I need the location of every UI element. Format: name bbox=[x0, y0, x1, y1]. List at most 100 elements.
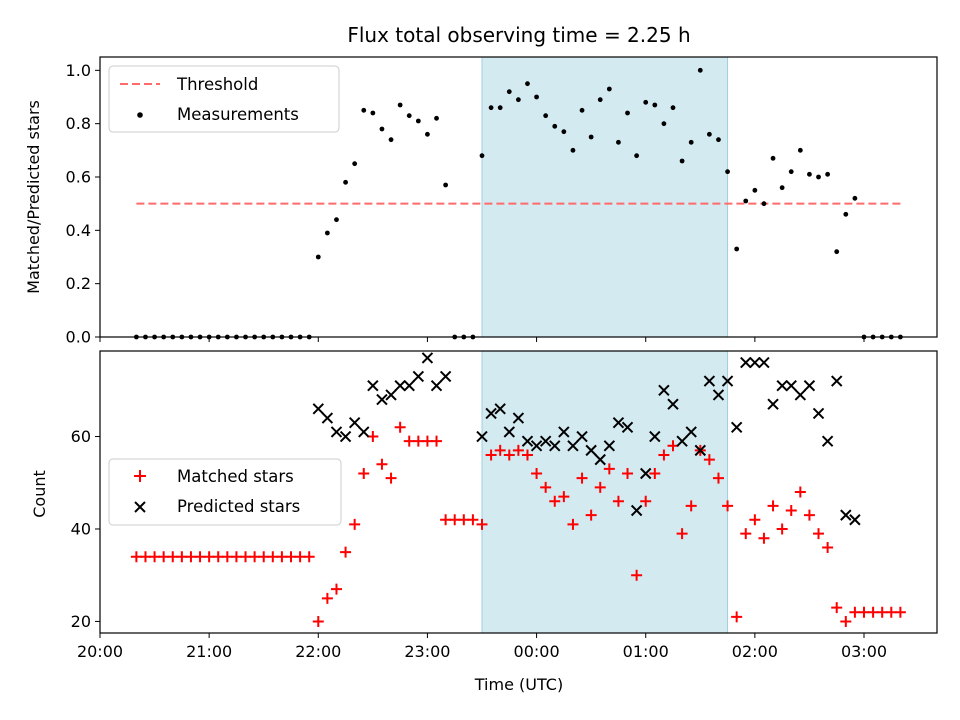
top-y-tick-label: 1.0 bbox=[66, 61, 91, 80]
measurements-point bbox=[779, 185, 785, 191]
measurements-point bbox=[752, 187, 758, 193]
measurements-point bbox=[716, 137, 721, 143]
predicted-stars-point bbox=[721, 375, 734, 387]
measurements-point bbox=[552, 123, 558, 129]
measurements-point bbox=[561, 129, 567, 135]
matched-stars-point bbox=[603, 463, 615, 475]
matched-stars-point bbox=[649, 468, 661, 480]
legend-measurements-marker bbox=[137, 112, 143, 118]
measurements-point bbox=[643, 99, 649, 105]
matched-stars-point bbox=[712, 472, 724, 484]
measurements-point bbox=[670, 105, 676, 111]
predicted-stars-point bbox=[539, 435, 552, 447]
measurements-point bbox=[843, 211, 849, 217]
bottom-x-tick-label: 20:00 bbox=[77, 642, 123, 661]
bottom-x-tick-label: 21:00 bbox=[186, 642, 232, 661]
measurements-point bbox=[352, 161, 358, 167]
matched-stars-point bbox=[612, 495, 624, 507]
matched-stars-point bbox=[758, 532, 770, 544]
matched-stars-point bbox=[321, 592, 333, 604]
measurements-point bbox=[506, 89, 512, 95]
legend-matched-label: Matched stars bbox=[177, 467, 294, 486]
matched-stars-point bbox=[531, 468, 543, 480]
matched-stars-point bbox=[340, 546, 352, 558]
predicted-stars-point bbox=[812, 407, 825, 420]
bottom-x-ticks: 20:00 21:00 22:00 23:00 00:00 01:00 02:00 03:00 bbox=[77, 633, 887, 661]
bottom-y-tick-label: 60 bbox=[71, 427, 91, 446]
top-y-tick-label: 0.6 bbox=[66, 168, 91, 187]
matched-stars-point bbox=[349, 518, 361, 530]
matched-stars-point bbox=[749, 514, 761, 526]
top-y-tick-label: 0.2 bbox=[66, 274, 91, 293]
measurements-point bbox=[324, 230, 330, 236]
matched-stars-point bbox=[476, 518, 488, 530]
legend-predicted-label: Predicted stars bbox=[177, 497, 300, 516]
bottom-legend: Matched stars Predicted stars bbox=[108, 458, 342, 526]
matched-stars-point bbox=[376, 458, 388, 470]
measurements-point bbox=[697, 67, 703, 73]
measurements-point bbox=[743, 198, 749, 204]
top-plot-area bbox=[133, 56, 903, 340]
predicted-stars-point bbox=[758, 356, 770, 369]
matched-stars-point bbox=[731, 611, 743, 623]
measurements-point bbox=[361, 107, 367, 113]
bottom-axes-frame bbox=[99, 350, 938, 634]
measurements-point bbox=[597, 97, 603, 103]
top-y-ticks: 0.0 0.2 0.4 0.6 0.8 1.0 bbox=[66, 61, 100, 347]
bottom-x-tick-label: 23:00 bbox=[404, 642, 450, 661]
measurements-point bbox=[834, 249, 840, 255]
predicted-stars-point bbox=[712, 389, 725, 401]
predicted-stars-point bbox=[348, 416, 361, 429]
matched-stars-point bbox=[503, 449, 515, 461]
predicted-stars-point bbox=[576, 430, 588, 443]
matched-stars-point bbox=[303, 551, 315, 563]
predicted-stars-point bbox=[376, 393, 388, 406]
matched-stars-point bbox=[685, 500, 697, 512]
matched-stars-point bbox=[676, 528, 688, 540]
predicted-stars-point bbox=[640, 467, 652, 480]
measurements-point bbox=[425, 131, 430, 137]
predicted-stars-point bbox=[685, 426, 697, 438]
top-y-axis-label: Matched/Predicted stars bbox=[24, 100, 43, 294]
measurements-point bbox=[370, 110, 376, 116]
predicted-stars-point bbox=[312, 403, 324, 415]
measurements-point bbox=[807, 171, 812, 177]
predicted-stars-point bbox=[476, 430, 488, 443]
predicted-stars-point bbox=[321, 412, 334, 424]
measurements-point bbox=[443, 182, 449, 188]
measurements-point bbox=[634, 153, 640, 159]
matched-stars-point bbox=[330, 583, 342, 595]
matched-stars-point bbox=[658, 449, 670, 461]
top-legend: Threshold Measurements bbox=[108, 65, 340, 133]
measurements-point bbox=[488, 105, 494, 111]
matched-stars-point bbox=[558, 491, 570, 503]
predicted-stars-point bbox=[430, 379, 443, 392]
matched-stars-point bbox=[358, 468, 370, 480]
bottom-plot-area bbox=[130, 350, 906, 634]
measurements-point bbox=[761, 201, 767, 207]
top-y-tick-label: 0.8 bbox=[66, 114, 91, 133]
measurements-point bbox=[406, 113, 412, 119]
measurements-point bbox=[525, 81, 530, 87]
measurements-point bbox=[588, 134, 594, 140]
predicted-stars-point bbox=[485, 407, 497, 420]
predicted-stars-point bbox=[612, 416, 625, 429]
matched-stars-point bbox=[549, 495, 561, 507]
predicted-stars-point bbox=[439, 370, 452, 383]
measurements-point bbox=[816, 174, 821, 180]
matched-stars-point bbox=[431, 435, 443, 447]
matched-stars-point bbox=[703, 454, 715, 466]
predicted-stars-point bbox=[649, 430, 661, 443]
predicted-stars-point bbox=[749, 356, 761, 369]
predicted-stars-point bbox=[730, 421, 743, 433]
predicted-stars-point bbox=[694, 444, 706, 457]
predicted-stars-point bbox=[849, 514, 861, 526]
predicted-stars-point bbox=[840, 509, 852, 521]
predicted-stars-point bbox=[703, 375, 716, 387]
matched-stars-point bbox=[722, 500, 734, 512]
matched-stars-point bbox=[576, 472, 588, 484]
predicted-stars-point bbox=[421, 352, 434, 364]
bottom-legend-box bbox=[108, 458, 342, 526]
predicted-stars-point bbox=[358, 426, 370, 438]
predicted-stars-point bbox=[630, 504, 643, 517]
